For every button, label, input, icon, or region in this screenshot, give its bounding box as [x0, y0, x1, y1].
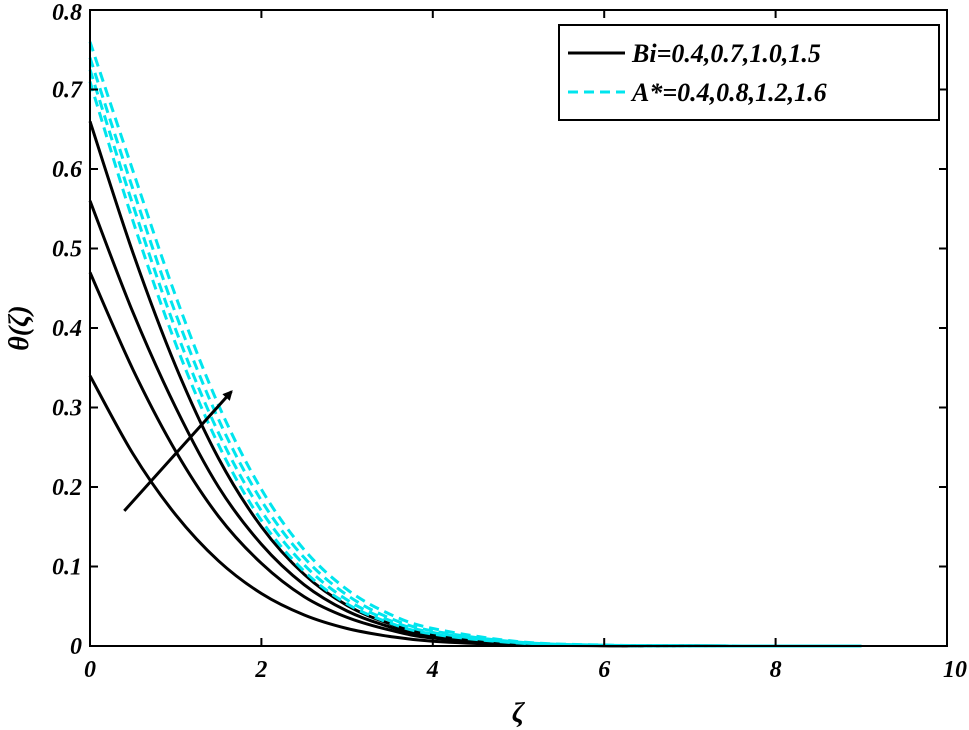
x-tick-label: 4	[426, 657, 439, 683]
x-tick-label: 0	[84, 657, 96, 683]
x-tick-label: 2	[254, 657, 267, 683]
y-tick-label: 0.5	[52, 237, 82, 263]
y-tick-label: 0.7	[52, 78, 83, 104]
x-axis-label: ζ	[512, 698, 526, 729]
y-tick-label: 0	[70, 634, 82, 660]
increase-arrow	[123, 390, 233, 512]
a-star-curve-6	[88, 69, 862, 648]
y-tick-label: 0.4	[52, 316, 82, 342]
x-tick-label: 8	[770, 657, 782, 683]
legend-box	[558, 24, 940, 121]
x-tick-label: 6	[598, 657, 610, 683]
legend-label-a: A*=0.4,0.8,1.2,1.6	[630, 78, 827, 107]
y-tick-label: 0.2	[52, 475, 82, 501]
legend: Bi=0.4,0.7,1.0,1.5 A*=0.4,0.8,1.2,1.6	[558, 24, 940, 121]
legend-label-bi: Bi=0.4,0.7,1.0,1.5	[631, 39, 821, 68]
y-tick-label: 0.3	[52, 396, 82, 422]
y-tick-label: 0.1	[52, 555, 82, 581]
y-tick-label: 0.8	[52, 0, 82, 26]
y-tick-label: 0.6	[52, 157, 82, 183]
ticks-layer: 0 2 4 6 8 10 0 0.1 0.2 0.3 0.4 0.5 0.6 0.7 0.8	[52, 0, 967, 683]
plot-frame	[89, 9, 948, 647]
x-tick-label: 10	[943, 657, 967, 683]
y-axis-label: θ(ζ)	[4, 305, 35, 351]
